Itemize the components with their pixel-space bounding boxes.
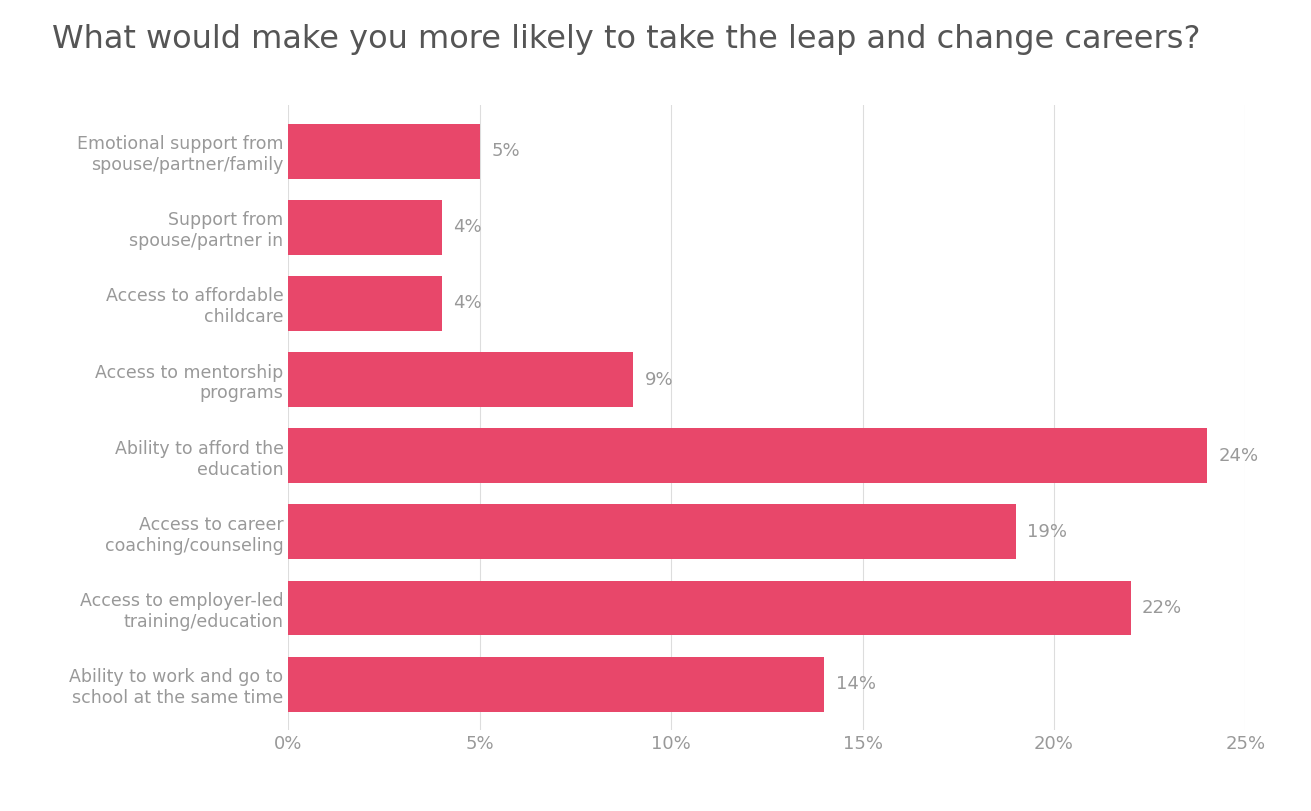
Bar: [288, 428, 1207, 483]
Bar: [288, 581, 1130, 636]
Text: What would make you more likely to take the leap and change careers?: What would make you more likely to take …: [52, 24, 1201, 55]
Text: 19%: 19%: [1028, 523, 1067, 541]
Text: 9%: 9%: [645, 371, 673, 388]
Text: 24%: 24%: [1219, 447, 1259, 465]
Bar: [288, 200, 442, 255]
Text: 14%: 14%: [836, 676, 876, 693]
Bar: [288, 352, 633, 407]
Bar: [288, 657, 825, 711]
Bar: [288, 504, 1016, 560]
Text: 22%: 22%: [1142, 599, 1183, 617]
Bar: [288, 124, 480, 178]
Text: 5%: 5%: [492, 142, 520, 160]
Text: 4%: 4%: [454, 294, 481, 312]
Text: 4%: 4%: [454, 218, 481, 236]
Bar: [288, 276, 442, 331]
